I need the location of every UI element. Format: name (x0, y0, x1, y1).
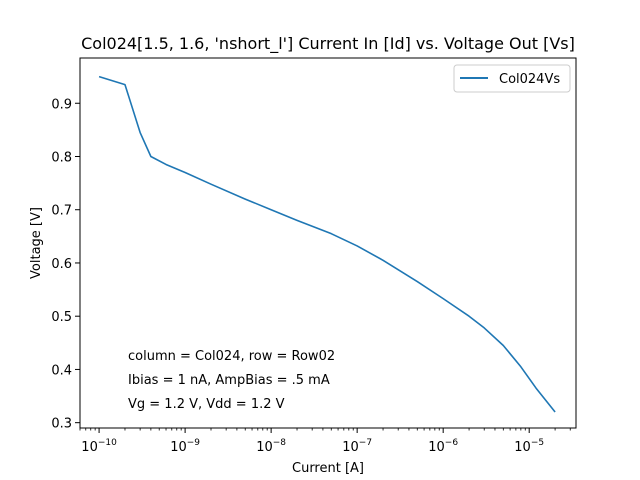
y-axis-label: Voltage [V] (29, 207, 44, 279)
y-axis: 0.3 0.4 0.5 0.6 0.7 0.8 0.9 (51, 97, 80, 432)
annotation-block: column = Col024, row = Row02 Ibias = 1 n… (128, 349, 335, 412)
y-tick-label: 0.5 (51, 310, 72, 325)
y-tick-label: 0.3 (51, 417, 72, 432)
x-axis-label: Current [A] (292, 461, 364, 476)
x-tick-label: 10−5 (514, 438, 544, 455)
chart-title: Col024[1.5, 1.6, 'nshort_l'] Current In … (81, 34, 575, 54)
legend-entry-label: Col024Vs (499, 72, 560, 87)
y-tick-label: 0.4 (51, 363, 72, 378)
series-line-0 (98, 75, 556, 413)
x-tick-label: 10−10 (81, 438, 117, 455)
x-tick-label: 10−8 (256, 438, 286, 455)
x-tick-label: 10−6 (428, 438, 458, 455)
x-tick-label: 10−7 (342, 438, 372, 455)
y-tick-label: 0.6 (51, 257, 72, 272)
y-tick-label: 0.7 (51, 204, 72, 219)
y-tick-label: 0.9 (51, 97, 72, 112)
y-tick-label: 0.8 (51, 150, 72, 165)
plot-area (98, 75, 556, 413)
plot-frame (79, 57, 577, 429)
annotation-line: Vg = 1.2 V, Vdd = 1.2 V (128, 397, 285, 412)
legend-box (453, 64, 571, 93)
annotation-line: column = Col024, row = Row02 (128, 349, 335, 364)
annotation-line: Ibias = 1 nA, AmpBias = .5 mA (128, 373, 330, 388)
x-axis: 10−10 10−9 10−8 10−7 10−6 10−5 (79, 428, 571, 455)
x-tick-label: 10−9 (170, 438, 200, 455)
legend: Col024Vs (453, 64, 571, 93)
